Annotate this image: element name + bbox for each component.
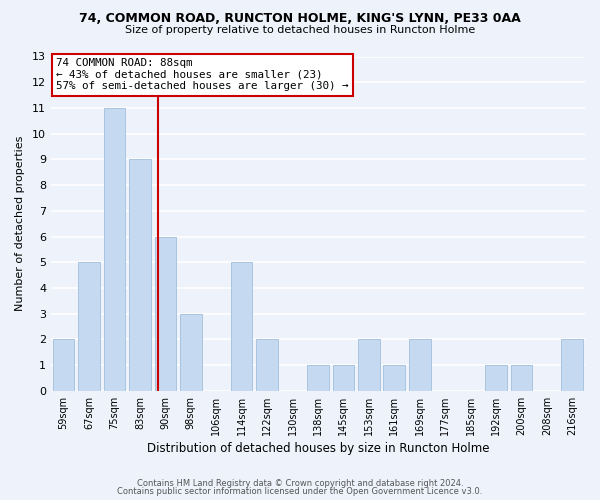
Bar [231,262,253,391]
Text: 74 COMMON ROAD: 88sqm
← 43% of detached houses are smaller (23)
57% of semi-deta: 74 COMMON ROAD: 88sqm ← 43% of detached … [56,58,349,92]
Text: 74, COMMON ROAD, RUNCTON HOLME, KING'S LYNN, PE33 0AA: 74, COMMON ROAD, RUNCTON HOLME, KING'S L… [79,12,521,26]
Bar [485,365,507,391]
Text: Contains HM Land Registry data © Crown copyright and database right 2024.: Contains HM Land Registry data © Crown c… [137,478,463,488]
Bar [332,365,354,391]
Bar [383,365,405,391]
Bar [78,262,100,391]
X-axis label: Distribution of detached houses by size in Runcton Holme: Distribution of detached houses by size … [147,442,489,455]
Text: Size of property relative to detached houses in Runcton Holme: Size of property relative to detached ho… [125,25,475,35]
Bar [307,365,329,391]
Y-axis label: Number of detached properties: Number of detached properties [15,136,25,312]
Bar [409,340,431,391]
Bar [180,314,202,391]
Bar [53,340,74,391]
Bar [104,108,125,391]
Bar [129,160,151,391]
Bar [358,340,380,391]
Bar [511,365,532,391]
Bar [256,340,278,391]
Bar [562,340,583,391]
Text: Contains public sector information licensed under the Open Government Licence v3: Contains public sector information licen… [118,487,482,496]
Bar [155,236,176,391]
